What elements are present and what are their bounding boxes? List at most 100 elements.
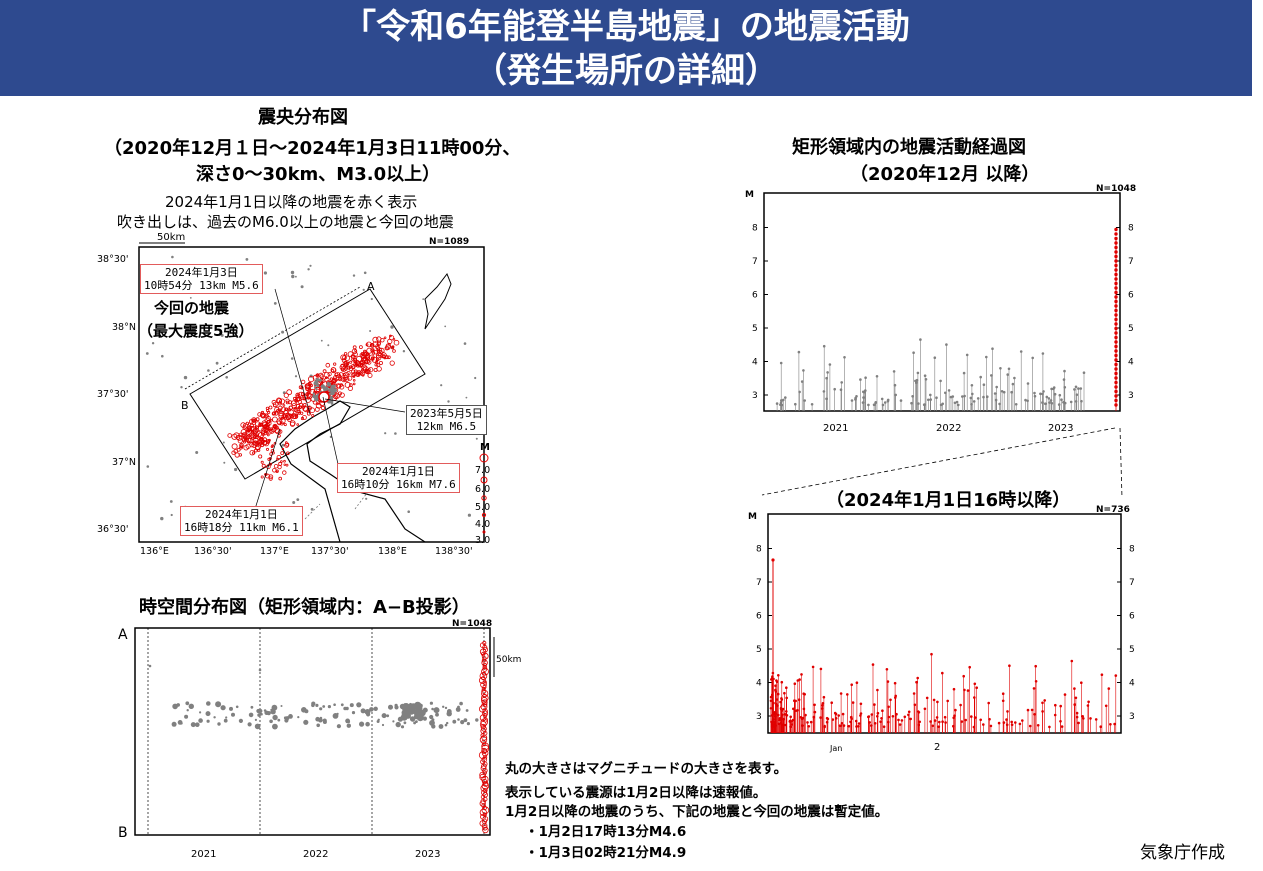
- recent-epicenter: [352, 379, 356, 382]
- past-epicenter: [440, 384, 443, 387]
- recent-point: [1099, 725, 1102, 728]
- recent-point: [933, 719, 937, 722]
- recent-epicenter: [363, 357, 368, 362]
- recent-epicenter: [241, 432, 248, 439]
- past-point: [916, 371, 920, 375]
- recent-epicenter: [280, 451, 285, 456]
- past-quake: [311, 703, 315, 708]
- recent-point: [1060, 725, 1064, 728]
- recent-point: [973, 682, 977, 686]
- recent-point: [782, 717, 785, 721]
- recent-quake: [482, 667, 488, 672]
- zoom-connector: [761, 427, 1123, 499]
- recent-epicenter: [309, 407, 316, 414]
- recent-epicenter: [258, 454, 263, 459]
- recent-point: [850, 683, 853, 686]
- past-epicenter: [318, 378, 322, 382]
- past-point: [883, 401, 887, 404]
- spacetime-plot: A B N=1048 50km 2021 2022 2023: [118, 619, 521, 860]
- recent-epicenter: [303, 402, 307, 407]
- recent-epicenter: [352, 351, 358, 357]
- past-quake: [247, 722, 252, 727]
- past-point: [802, 369, 805, 372]
- recent-point: [859, 702, 863, 706]
- past-epicenter: [180, 386, 183, 389]
- past-point: [944, 391, 947, 395]
- recent-point: [809, 720, 813, 724]
- past-point: [1000, 390, 1004, 393]
- recent-quake: [482, 826, 489, 834]
- spacetime-scale-label: 50km: [496, 655, 521, 665]
- recent-point: [870, 713, 874, 716]
- past-point: [825, 397, 828, 401]
- recent-point: [886, 680, 890, 683]
- past-epicenter: [215, 361, 219, 365]
- past-point: [899, 399, 903, 402]
- footnote: ・1月2日17時13分M4.6: [525, 824, 687, 840]
- past-quake: [446, 711, 452, 717]
- past-quake: [402, 706, 408, 712]
- recent-epicenter: [242, 425, 247, 430]
- recent-epicenter: [325, 362, 331, 368]
- past-point: [933, 356, 937, 359]
- mag-legend-label: 7.0: [475, 465, 490, 476]
- past-point: [927, 398, 930, 402]
- past-epicenter: [384, 432, 387, 435]
- recent-point: [952, 687, 956, 691]
- recent-point: [953, 714, 956, 717]
- year-label: 2023: [1048, 423, 1073, 434]
- page-subtitle: （発生場所の詳細）: [473, 51, 779, 91]
- recent-point: [973, 716, 977, 719]
- map-subtitle-1: （2020年12月１日～2024年1月3日11時00分、: [104, 138, 521, 159]
- past-quake: [271, 704, 278, 711]
- past-quake: [176, 703, 180, 707]
- recent-point: [1063, 693, 1067, 696]
- mainshock-point: [771, 558, 775, 562]
- zoom-line-left: [761, 427, 1116, 496]
- recent-epicenter: [364, 369, 369, 374]
- past-quake: [235, 705, 239, 709]
- recent-quake: [482, 816, 489, 822]
- recent-point: [1034, 664, 1037, 668]
- recent-epicenter: [270, 418, 273, 422]
- past-quake: [225, 716, 228, 719]
- mt-recent-marks: [769, 558, 1118, 733]
- recent-point: [1114, 232, 1118, 236]
- recent-epicenter: [255, 431, 262, 438]
- recent-quake: [482, 646, 488, 653]
- recent-epicenter: [266, 464, 271, 470]
- past-quake: [435, 712, 439, 717]
- recent-epicenter: [366, 347, 373, 354]
- past-quake: [416, 707, 421, 712]
- past-quake: [356, 702, 362, 708]
- recent-epicenter: [271, 399, 277, 405]
- past-quake: [429, 720, 435, 726]
- mt-all-chart: M N=1048 3 3 4 4 5 5 6 6 7 7 8 8 2021 2022 2023: [745, 184, 1136, 434]
- past-epicenter: [407, 510, 411, 513]
- callout-date: 2024年1月3日: [164, 266, 238, 279]
- recent-epicenter: [261, 420, 268, 427]
- past-epicenter: [463, 342, 467, 345]
- past-point: [990, 374, 993, 377]
- callout-date: 2024年1月1日: [204, 508, 278, 521]
- recent-epicenter: [267, 410, 271, 414]
- recent-epicenter: [383, 336, 387, 340]
- past-point: [780, 399, 783, 402]
- past-quake: [272, 723, 278, 730]
- past-epicenter: [365, 497, 368, 500]
- recent-quake: [478, 676, 487, 685]
- mag-legend-label: 5.0: [475, 502, 490, 513]
- past-quake: [343, 706, 347, 711]
- past-point: [779, 361, 783, 365]
- recent-epicenter: [347, 375, 353, 381]
- recent-quake: [481, 822, 488, 829]
- lon-label: 136°30': [194, 546, 232, 557]
- past-point: [1069, 400, 1073, 404]
- recent-epicenter: [363, 359, 369, 365]
- recent-epicenter: [318, 372, 324, 378]
- recent-point: [769, 695, 773, 699]
- past-quake: [263, 709, 267, 712]
- recent-point: [1070, 659, 1074, 663]
- past-point: [854, 398, 857, 401]
- past-point: [910, 401, 913, 405]
